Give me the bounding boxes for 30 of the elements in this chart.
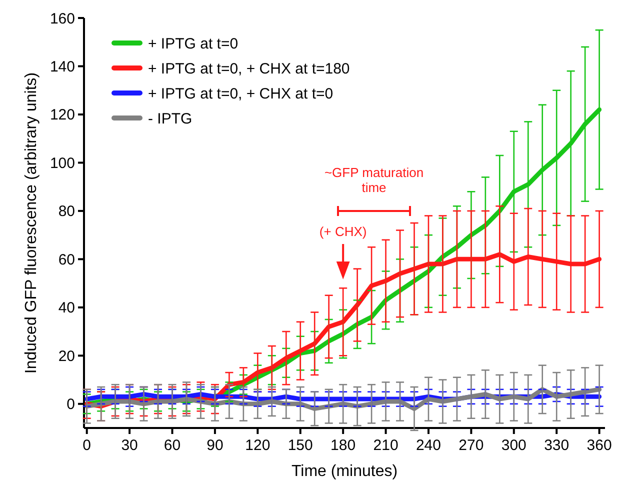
legend-label: + IPTG at t=0, + CHX at t=0: [148, 85, 334, 102]
x-tick-label: 300: [501, 437, 526, 454]
y-tick-label: 20: [58, 348, 75, 365]
x-tick-label: 0: [82, 437, 92, 454]
x-tick-label: 270: [458, 437, 484, 454]
x-tick-label: 30: [121, 437, 138, 454]
y-tick-label: 160: [50, 10, 75, 28]
x-tick-label: 210: [373, 437, 398, 454]
y-tick-label: 120: [50, 106, 75, 124]
annotation: ~GFP maturation time: [324, 165, 424, 195]
x-axis-title: Time (minutes): [291, 463, 398, 480]
x-tick-label: 330: [544, 437, 570, 454]
x-tick-label: 240: [416, 437, 441, 454]
x-tick-label: 90: [206, 437, 224, 454]
y-tick-label: 80: [58, 203, 75, 220]
y-tick-label: 0: [66, 396, 75, 414]
y-axis-title: Induced GFP fluorescence (arbitrary units): [23, 72, 40, 374]
y-tick-label: 40: [58, 300, 75, 317]
x-tick-label: 360: [586, 437, 612, 454]
x-tick-label: 150: [288, 437, 313, 454]
y-tick-label: 60: [58, 251, 75, 268]
annotation: (+ CHX): [319, 224, 367, 239]
x-tick-label: 120: [245, 437, 270, 454]
y-tick-label: 100: [50, 154, 75, 172]
legend-label: - IPTG: [148, 110, 192, 128]
x-tick-label: 180: [330, 437, 356, 454]
legend-label: + IPTG at t=0, + CHX at t=180: [148, 60, 350, 78]
legend-label: + IPTG at t=0: [148, 35, 238, 52]
y-tick-label: 140: [50, 58, 75, 76]
x-tick-label: 60: [164, 437, 181, 454]
